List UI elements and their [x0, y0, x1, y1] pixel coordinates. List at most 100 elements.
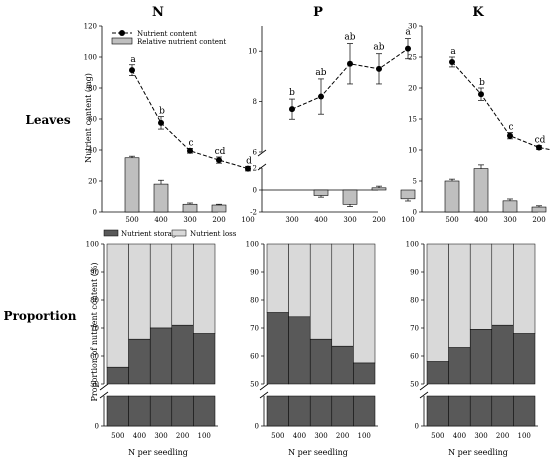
loss-bar	[353, 243, 376, 364]
storage-bar	[106, 366, 129, 385]
y-tick-label: 60	[410, 353, 419, 361]
y-tick-label: 90	[250, 269, 259, 277]
significance-letter: a	[450, 47, 456, 57]
axis-break-mark	[419, 383, 429, 391]
x-tick-label: 300	[314, 432, 327, 440]
legend-storage-label: Nutrient storage	[121, 230, 180, 238]
x-tick-label: 200	[176, 432, 189, 440]
content-point	[129, 67, 135, 74]
loss-bar	[331, 243, 354, 347]
relative-bar	[502, 200, 518, 213]
storage-bar-lower	[426, 395, 449, 427]
y-tick-label: 10	[248, 48, 257, 56]
relative-bar	[211, 204, 227, 213]
loss-bar	[448, 243, 471, 348]
significance-letter: b	[289, 88, 295, 98]
axis-break-mark	[99, 391, 109, 399]
x-tick-label: 100	[198, 432, 211, 440]
loss-bar	[513, 243, 536, 334]
y-tick-label: 20	[408, 85, 417, 93]
storage-bar	[491, 324, 514, 385]
y-tick-label: 50	[90, 381, 99, 389]
significance-letter: cd	[215, 147, 226, 157]
relative-bar	[444, 180, 460, 213]
relative-bar	[313, 189, 329, 196]
x-tick-label: 300	[285, 216, 298, 224]
loss-bar	[309, 243, 333, 340]
storage-bar-lower	[469, 395, 493, 427]
storage-bar	[266, 312, 289, 385]
x-tick-label: 400	[453, 432, 466, 440]
storage-bar	[513, 333, 536, 385]
relative-bar	[371, 187, 387, 191]
x-tick-label: 400	[474, 216, 487, 224]
content-point	[376, 65, 382, 72]
panel-title-n: N	[152, 5, 164, 20]
y-tick-label: 0	[93, 209, 97, 217]
x-tick-label: 500	[431, 432, 444, 440]
axis-break-mark	[99, 383, 109, 391]
storage-bar-lower	[128, 395, 151, 427]
x-tick-label: 100	[518, 432, 531, 440]
x-tick-label: 200	[532, 216, 545, 224]
x-axis-label-k: N per seedling	[448, 448, 508, 457]
x-axis-label-n: N per seedling	[128, 448, 188, 457]
y-tick-label: 80	[90, 297, 99, 305]
significance-letter: a	[405, 28, 411, 38]
content-point	[245, 165, 251, 172]
y-tick-label: 50	[250, 381, 259, 389]
significance-letter: ab	[315, 68, 326, 78]
y-axis-label-bottom: Proportion of nutrient content (%)	[90, 262, 99, 401]
y-tick-label: 60	[90, 353, 99, 361]
x-tick-label: 300	[343, 216, 356, 224]
relative-bar	[473, 168, 489, 213]
y-tick-label: 70	[90, 325, 99, 333]
y-tick-label: 70	[410, 325, 419, 333]
storage-bar-lower	[106, 395, 129, 427]
content-point	[405, 45, 411, 52]
loss-bar	[288, 243, 311, 318]
y-tick-label: 50	[410, 381, 419, 389]
storage-bar-lower	[353, 395, 376, 427]
axis-break-mark	[259, 383, 269, 391]
storage-bar-lower	[288, 395, 311, 427]
x-tick-label: 200	[212, 216, 225, 224]
legend-bar-swatch	[111, 37, 133, 45]
legend-dot-swatch	[119, 30, 125, 36]
x-tick-label: 400	[314, 216, 327, 224]
storage-bar-lower	[309, 395, 333, 427]
loss-bar	[266, 243, 289, 313]
storage-bar	[149, 327, 173, 385]
y-tick-label: 25	[408, 54, 417, 62]
x-tick-label: 300	[474, 432, 487, 440]
panel-title-p: P	[313, 5, 323, 20]
relative-bar	[531, 206, 547, 213]
storage-bar	[171, 324, 194, 385]
x-tick-label: 100	[358, 432, 371, 440]
x-tick-label: 400	[293, 432, 306, 440]
x-tick-label: 500	[111, 432, 124, 440]
panel-title-k: K	[472, 5, 484, 20]
storage-bar	[448, 347, 471, 385]
content-point	[158, 119, 164, 126]
loss-bar	[193, 243, 216, 334]
loss-bar	[469, 243, 493, 330]
y-tick-label: 10	[408, 147, 417, 155]
y-tick-label: 100	[84, 54, 97, 62]
y-tick-label: 2	[253, 165, 257, 173]
y-tick-label: 0	[253, 187, 257, 195]
y-tick-label: 80	[88, 85, 97, 93]
y-tick-label: 8	[253, 98, 257, 106]
storage-bar-lower	[149, 395, 173, 427]
loss-bar	[171, 243, 194, 326]
y-tick-label: 120	[84, 23, 97, 31]
y-tick-label: -2	[250, 209, 257, 217]
x-tick-label: 500	[271, 432, 284, 440]
storage-bar-lower	[266, 395, 289, 427]
content-point	[478, 91, 484, 98]
y-tick-label: 100	[86, 241, 99, 249]
significance-letter: ab	[344, 33, 355, 43]
y-tick-label: 100	[246, 241, 259, 249]
y-tick-label: 100	[406, 241, 419, 249]
